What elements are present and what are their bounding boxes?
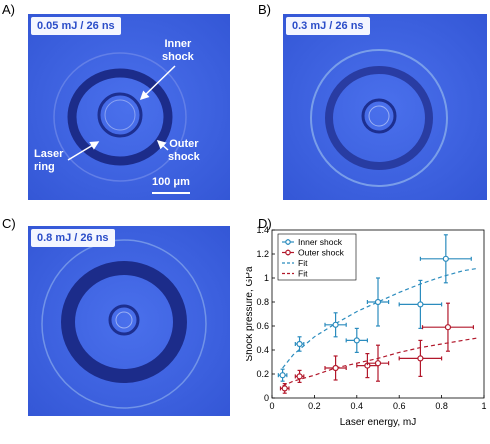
legend-inner-shock-label: Inner shock: [298, 237, 343, 247]
energy-badge-b: 0.3 mJ / 26 ns: [286, 17, 370, 35]
data-point-outer: [417, 355, 424, 362]
y-tick-label: 0.4: [256, 345, 269, 355]
plot-frame: [271, 229, 485, 399]
data-point-inner: [279, 372, 286, 379]
legend-inner-shock-marker: [285, 239, 291, 245]
legend-fit-inner-label: Fit: [298, 258, 308, 268]
data-point-outer: [332, 364, 339, 372]
energy-badge-c: 0.8 mJ / 26 ns: [31, 229, 115, 247]
data-point-inner: [417, 301, 424, 308]
legend-outer-shock-marker: [285, 249, 291, 256]
data-point-inner: [332, 321, 339, 328]
shock-pressure-chart: 0 0.2 0.4 0.6 0.8 1 0 0.2 0.4 0.6 0.8 1 1.2 1.4 Laser …: [246, 225, 487, 428]
micrograph-b-image: [283, 14, 487, 200]
x-axis-label: Laser energy, mJ: [340, 417, 417, 428]
legend-fit-outer-label: Fit: [298, 269, 308, 279]
x-tick-label: 0.2: [308, 401, 321, 411]
y-axis-label: Shock pressure, GPa: [246, 266, 255, 361]
panel-letter-a: A): [2, 2, 15, 17]
y-tick-label: 0: [264, 393, 269, 403]
panel-letter-c: C): [2, 216, 16, 231]
energy-badge-a: 0.05 mJ / 26 ns: [31, 17, 121, 35]
data-point-outer: [296, 373, 303, 380]
micrograph-c-image: [28, 226, 230, 416]
micrograph-c: 0.8 mJ / 26 ns: [28, 226, 230, 416]
arrow-laser-ring: [67, 141, 100, 161]
x-tick-label: 0: [269, 401, 274, 411]
label-laser-ring: Laser ring: [34, 148, 64, 173]
micrograph-a-image: [28, 14, 230, 200]
data-point-inner: [442, 255, 449, 262]
y-tick-label: 0.2: [256, 369, 269, 379]
data-point-outer: [281, 385, 288, 392]
y-tick-label: 1.2: [256, 249, 269, 259]
data-point-inner: [353, 337, 360, 344]
panel-letter-d: D): [258, 216, 272, 231]
panel-letter-b: B): [258, 2, 271, 17]
y-tick-label: 0.6: [256, 321, 269, 331]
fit-line-inner: [282, 267, 478, 369]
x-tick-label: 0.4: [351, 401, 364, 411]
data-point-inner: [374, 298, 382, 306]
label-outer-shock: Outer shock: [168, 138, 200, 163]
x-tick-label: 0.6: [393, 401, 406, 411]
data-point-outer: [374, 360, 382, 367]
micrograph-a: 0.05 mJ / 26 ns: [28, 14, 230, 200]
label-inner-shock: Inner shock: [162, 38, 194, 63]
x-tick-label: 0.8: [435, 401, 448, 411]
scale-bar-label: 100 μm: [152, 176, 190, 188]
y-tick-label: 1: [264, 273, 269, 283]
data-point-inner: [296, 340, 303, 348]
micrograph-b: 0.3 mJ / 26 ns: [283, 14, 487, 200]
x-tick-label: 1: [481, 401, 486, 411]
legend-outer-shock-label: Outer shock: [298, 248, 345, 258]
data-point-outer: [444, 324, 452, 331]
y-tick-label: 1.4: [256, 225, 269, 235]
y-tick-label: 0.8: [256, 297, 269, 307]
arrow-outer-shock: [156, 139, 169, 151]
scale-bar: [152, 192, 190, 194]
arrow-inner-shock: [139, 65, 176, 101]
